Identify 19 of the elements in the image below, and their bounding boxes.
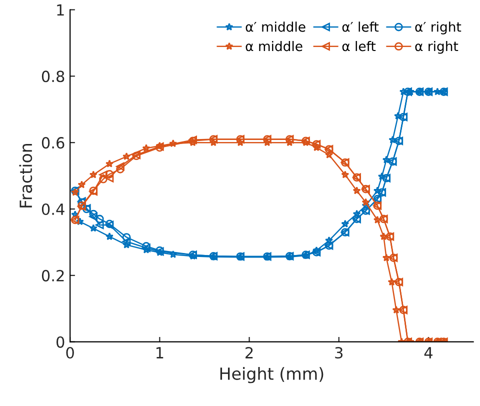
x-tick-label: 4 [424,347,432,358]
y-tick-label: 0 [56,336,64,348]
y-tick-label: 0.6 [42,137,64,149]
x-tick-label: 2 [246,346,253,358]
y-tick-label: 1 [57,4,64,16]
legend-label: α left [342,40,376,52]
legend-label: α′ right [415,22,462,34]
y-axis-title: Fraction [19,144,32,208]
x-tick-label: 0 [66,346,74,359]
x-tick-label: 3 [335,346,343,359]
legend-label: α′ left [342,22,379,32]
x-axis-title: Height (mm) [220,367,324,384]
legend-label: α′ middle [246,22,306,32]
legend-label: α middle [246,40,302,52]
y-tick-label: 0.4 [42,203,64,216]
y-tick-label: 0.2 [42,270,64,282]
x-tick-label: 1 [156,347,164,358]
legend-label: α right [415,40,458,54]
y-tick-label: 0.8 [42,70,64,82]
